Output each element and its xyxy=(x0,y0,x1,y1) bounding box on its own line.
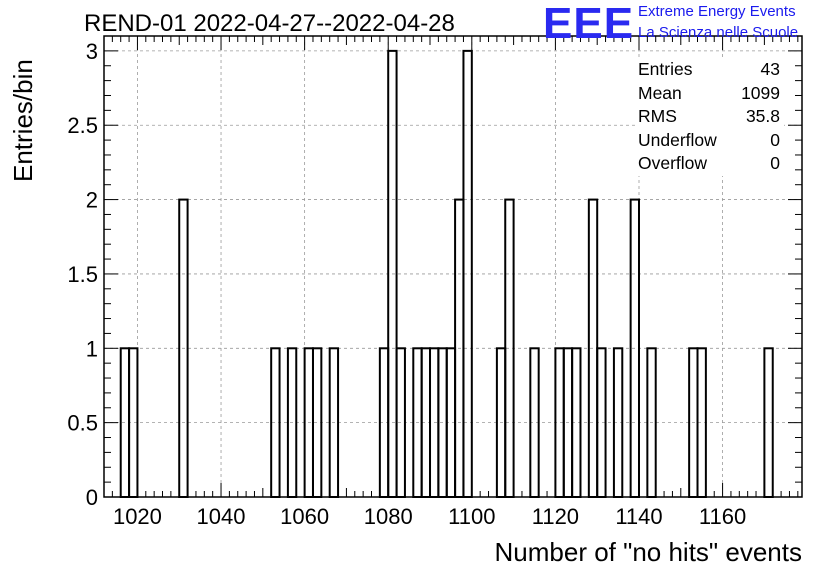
stats-box: Entries 43 Mean 1099 RMS 35.8 Underflow … xyxy=(638,58,784,176)
stat-label: Overflow xyxy=(638,153,708,173)
stat-row-underflow: Underflow 0 xyxy=(638,129,784,153)
x-tick-label: 1160 xyxy=(699,504,746,529)
stat-value: 0 xyxy=(770,153,780,173)
x-tick-label: 1060 xyxy=(280,504,329,529)
stat-value: 1099 xyxy=(741,82,780,103)
y-tick-label: 3 xyxy=(86,39,98,64)
y-tick-label: 0 xyxy=(86,485,98,510)
plot-frame xyxy=(103,35,803,498)
stat-value: 43 xyxy=(760,59,780,79)
x-tick-label: 1120 xyxy=(532,504,579,529)
eee-logo: EEE xyxy=(543,0,635,48)
y-tick-label: 1 xyxy=(86,336,98,361)
x-tick-label: 1140 xyxy=(615,504,662,529)
y-tick-label: 1.5 xyxy=(67,262,98,287)
x-axis-label: Number of "no hits" events xyxy=(494,537,803,567)
stat-label: Mean xyxy=(638,82,682,103)
x-tick-label: 1100 xyxy=(448,504,495,529)
stat-row-rms: RMS 35.8 xyxy=(638,105,784,129)
x-tick-label: 1020 xyxy=(113,504,162,529)
stat-row-mean: Mean 1099 xyxy=(638,82,784,106)
chart-title: REND-01 2022-04-27--2022-04-28 xyxy=(84,10,455,37)
stat-value: 35.8 xyxy=(745,106,780,126)
histogram-bars xyxy=(119,49,774,498)
logo-line-2: La Scienza nelle Scuole xyxy=(638,24,799,41)
x-tick-label: 1080 xyxy=(364,504,413,529)
y-tick-label: 2 xyxy=(86,188,98,213)
stat-label: RMS xyxy=(638,106,677,126)
stat-row-entries: Entries 43 xyxy=(638,58,784,82)
stat-row-overflow: Overflow 0 xyxy=(638,152,784,176)
y-tick-label: 2.5 xyxy=(67,113,98,138)
logo-line-1: Extreme Energy Events xyxy=(638,3,796,20)
y-axis-label: Entries/bin xyxy=(8,59,38,182)
stat-label: Entries xyxy=(638,59,693,79)
stat-label: Underflow xyxy=(638,129,717,150)
y-tick-label: 0.5 xyxy=(67,411,98,436)
x-tick-label: 1040 xyxy=(197,504,246,529)
stat-value: 0 xyxy=(770,129,780,150)
axes: 1020 1040 1060 1080 1100 1120 1140 1160 0 0.5 1 1.5… xyxy=(67,35,803,529)
